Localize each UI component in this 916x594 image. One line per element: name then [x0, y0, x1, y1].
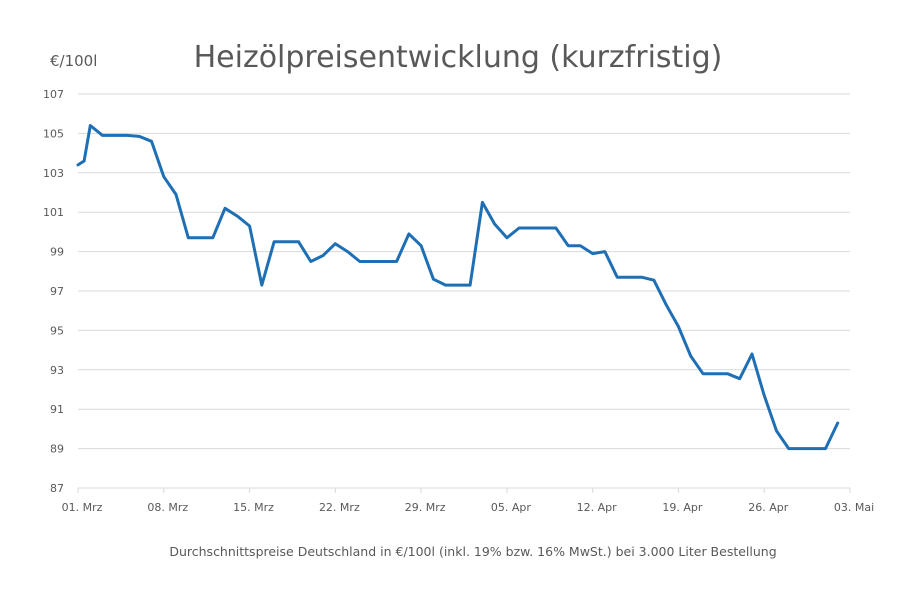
- data-point: [665, 303, 668, 306]
- data-point: [358, 260, 361, 263]
- x-tick-label: 29. Mrz: [405, 501, 446, 514]
- x-tick-label: 01. Mrz: [62, 501, 103, 514]
- data-point: [187, 236, 190, 239]
- data-point: [175, 193, 178, 196]
- data-point: [420, 244, 423, 247]
- data-point: [334, 242, 337, 245]
- data-point: [444, 284, 447, 287]
- data-point: [383, 260, 386, 263]
- data-point: [591, 252, 594, 255]
- data-point: [800, 447, 803, 450]
- data-point: [126, 134, 129, 137]
- y-tick-label: 107: [43, 88, 64, 101]
- data-point: [199, 236, 202, 239]
- data-point: [297, 240, 300, 243]
- data-point: [83, 160, 86, 163]
- y-tick-label: 101: [43, 206, 64, 219]
- data-point: [456, 284, 459, 287]
- x-tick-label: 12. Apr: [577, 501, 617, 514]
- data-point: [346, 250, 349, 253]
- data-point: [224, 207, 227, 210]
- y-tick-label: 99: [50, 246, 64, 259]
- x-tick-label: 15. Mrz: [233, 501, 274, 514]
- series-group: [76, 124, 840, 451]
- grid-lines: [78, 93, 850, 450]
- chart-title: Heizölpreisentwicklung (kurzfristig): [193, 40, 723, 75]
- y-axis-unit-label: €/100l: [50, 52, 98, 70]
- data-point: [677, 325, 680, 328]
- data-point: [824, 447, 827, 450]
- data-point: [322, 254, 325, 257]
- data-point: [775, 429, 778, 432]
- data-point: [248, 225, 251, 228]
- data-point: [150, 140, 153, 143]
- data-point: [640, 276, 643, 279]
- data-point: [628, 276, 631, 279]
- data-point: [787, 447, 790, 450]
- y-tick-label: 93: [50, 364, 64, 377]
- data-point: [689, 355, 692, 358]
- data-point: [714, 372, 717, 375]
- y-tick-label: 95: [50, 324, 64, 337]
- data-point: [162, 175, 165, 178]
- data-point: [542, 227, 545, 230]
- x-tick-label: 22. Mrz: [319, 501, 360, 514]
- y-tick-label: 97: [50, 285, 64, 298]
- y-tick-label: 89: [50, 443, 64, 456]
- data-point: [481, 201, 484, 204]
- data-point: [702, 372, 705, 375]
- data-point: [567, 244, 570, 247]
- data-point: [407, 232, 410, 235]
- x-tick-label: 08. Mrz: [147, 501, 188, 514]
- data-point: [101, 134, 104, 137]
- data-point: [77, 163, 80, 166]
- data-point: [113, 134, 116, 137]
- data-point: [395, 260, 398, 263]
- data-point: [469, 284, 472, 287]
- data-point: [530, 227, 533, 230]
- x-tick-label: 05. Apr: [491, 501, 531, 514]
- data-point: [836, 422, 839, 425]
- data-point: [211, 236, 214, 239]
- data-point: [738, 377, 741, 380]
- data-point: [652, 279, 655, 282]
- data-point: [726, 372, 729, 375]
- y-tick-label: 91: [50, 403, 64, 416]
- data-point: [273, 240, 276, 243]
- y-axis-ticks: 87 89 91 93 95 97 99 101 103 105 107: [43, 88, 64, 495]
- x-tick-label: 03. Mai: [834, 501, 874, 514]
- data-point: [371, 260, 374, 263]
- y-tick-label: 105: [43, 127, 64, 140]
- data-point: [518, 227, 521, 230]
- data-point: [493, 223, 496, 226]
- series-line: [76, 124, 840, 451]
- data-point: [505, 236, 508, 239]
- data-point: [751, 353, 754, 356]
- data-point: [603, 250, 606, 253]
- chart-footnote: Durchschnittspreise Deutschland in €/100…: [169, 544, 777, 559]
- data-point: [812, 447, 815, 450]
- data-point: [579, 244, 582, 247]
- data-point: [236, 215, 239, 218]
- x-tick-label: 19. Apr: [662, 501, 702, 514]
- y-tick-label: 87: [50, 482, 64, 495]
- data-point: [309, 260, 312, 263]
- data-point: [89, 124, 92, 127]
- x-axis-ticks: 01. Mrz 08. Mrz 15. Mrz 22. Mrz 29. Mrz 05. A…: [62, 488, 874, 514]
- data-point: [138, 135, 141, 138]
- x-tick-label: 26. Apr: [748, 501, 788, 514]
- data-point: [432, 278, 435, 281]
- y-tick-label: 103: [43, 167, 64, 180]
- data-point: [285, 240, 288, 243]
- data-point: [554, 227, 557, 230]
- data-point: [763, 394, 766, 397]
- data-point: [616, 276, 619, 279]
- data-point: [260, 284, 263, 287]
